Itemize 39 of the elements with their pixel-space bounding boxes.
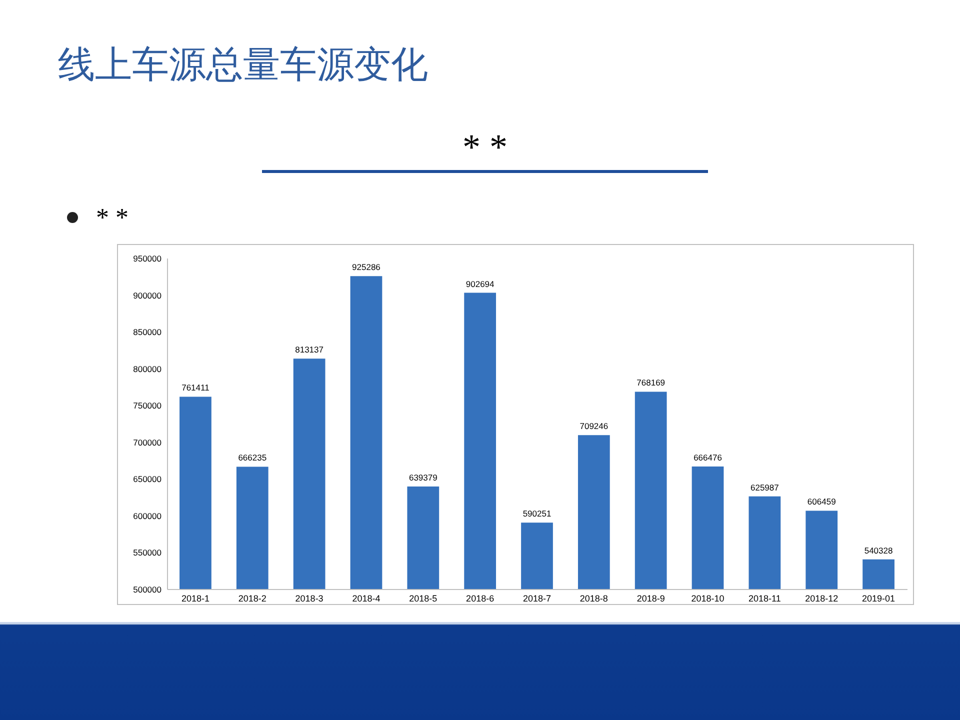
data-label: 925286 <box>352 262 381 272</box>
data-label: 768169 <box>636 378 666 388</box>
x-tick-label: 2018-1 <box>181 594 210 604</box>
y-tick-label: 750000 <box>133 400 162 411</box>
x-tick-label: 2019-01 <box>862 594 896 604</box>
x-tick-label: 2018-7 <box>522 594 552 604</box>
y-tick-label: 850000 <box>133 327 162 338</box>
x-tick-label: 2018-10 <box>691 594 724 604</box>
x-tick-label: 2018-11 <box>748 594 781 604</box>
y-tick-label: 650000 <box>133 474 162 484</box>
y-tick-label: 500000 <box>133 584 162 594</box>
data-label: 606459 <box>807 496 836 507</box>
data-label: 540328 <box>864 545 893 556</box>
x-tick-label: 2018-8 <box>580 594 608 604</box>
y-tick-label: 900000 <box>133 290 162 300</box>
data-label: 813137 <box>295 344 324 355</box>
text: * * <box>462 126 508 168</box>
data-label: 625987 <box>750 482 780 492</box>
x-tick-label: 2018-9 <box>636 594 665 604</box>
x-tick-label: 2018-6 <box>466 594 494 604</box>
data-label: 639379 <box>408 472 438 482</box>
data-label: 709246 <box>580 421 608 432</box>
chart-title: 线上车源总量车源变化 <box>58 43 428 87</box>
data-label: 761411 <box>182 382 210 393</box>
x-tick-label: 2018-4 <box>352 594 380 604</box>
data-label: 666235 <box>238 452 267 463</box>
x-tick-label: 2018-12 <box>805 594 838 604</box>
y-tick-label: 800000 <box>133 364 162 374</box>
y-tick-label: 950000 <box>133 254 162 264</box>
y-tick-label: 700000 <box>133 437 162 448</box>
x-tick-label: 2018-2 <box>238 594 266 604</box>
y-tick-label: 550000 <box>133 548 162 558</box>
data-label: 666476 <box>694 452 722 463</box>
data-label: 590251 <box>522 508 552 519</box>
data-label: 902694 <box>466 278 495 289</box>
y-tick-label: 600000 <box>133 510 162 521</box>
x-tick-label: 2018-5 <box>409 594 438 604</box>
x-tick-label: 2018-3 <box>295 594 324 604</box>
chart-subtitle: * * <box>96 203 128 233</box>
